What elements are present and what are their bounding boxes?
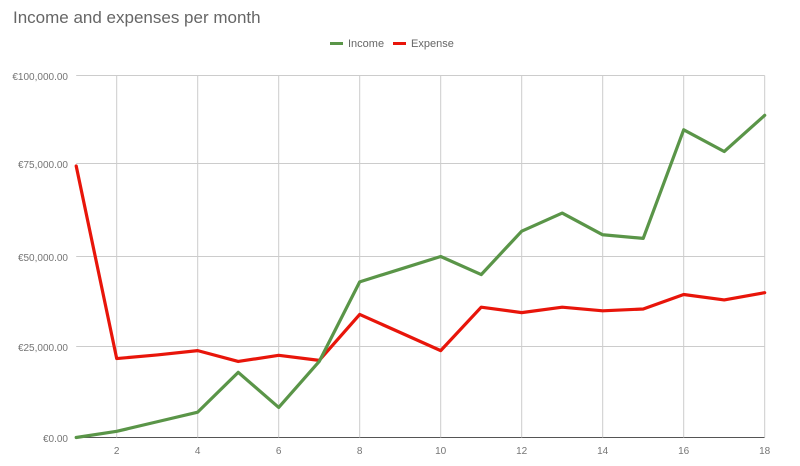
svg-text:10: 10: [435, 446, 447, 457]
svg-text:€100,000.00: €100,000.00: [12, 72, 68, 83]
svg-text:16: 16: [678, 446, 690, 457]
svg-text:4: 4: [195, 446, 201, 457]
svg-text:€75,000.00: €75,000.00: [18, 160, 68, 171]
svg-text:€50,000.00: €50,000.00: [18, 253, 68, 264]
svg-text:12: 12: [516, 446, 528, 457]
svg-text:14: 14: [597, 446, 609, 457]
svg-text:18: 18: [759, 446, 771, 457]
svg-text:8: 8: [357, 446, 363, 457]
svg-text:€0.00: €0.00: [43, 434, 68, 445]
svg-text:6: 6: [276, 446, 282, 457]
svg-text:€25,000.00: €25,000.00: [18, 343, 68, 354]
svg-text:2: 2: [114, 446, 120, 457]
